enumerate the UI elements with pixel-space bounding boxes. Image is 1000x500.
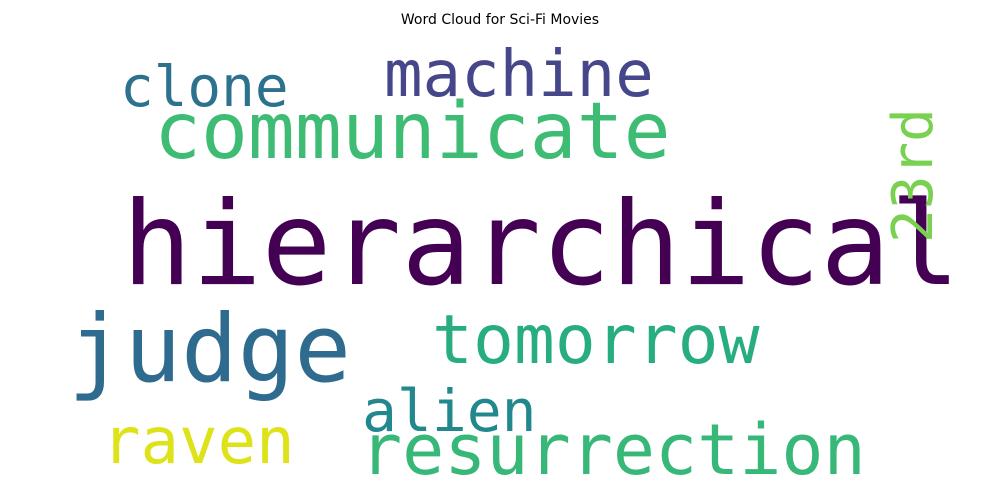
figure-title: Word Cloud for Sci-Fi Movies	[400, 12, 600, 28]
word-hierarchical: hierarchical	[122, 177, 961, 312]
word-alien: alien	[362, 377, 537, 445]
word-raven: raven	[102, 405, 295, 479]
word-communicate: communicate	[154, 87, 671, 177]
word-machine: machine	[384, 38, 654, 112]
word-resurrection: resurrection	[360, 409, 866, 491]
word-23rd: 23rd	[881, 108, 946, 243]
word-clone: clone	[120, 55, 289, 120]
word-tomorrow: tomorrow	[432, 301, 760, 380]
word-judge: judge	[68, 295, 351, 404]
word-cloud: hierarchical communicate machine clone j…	[50, 35, 960, 491]
